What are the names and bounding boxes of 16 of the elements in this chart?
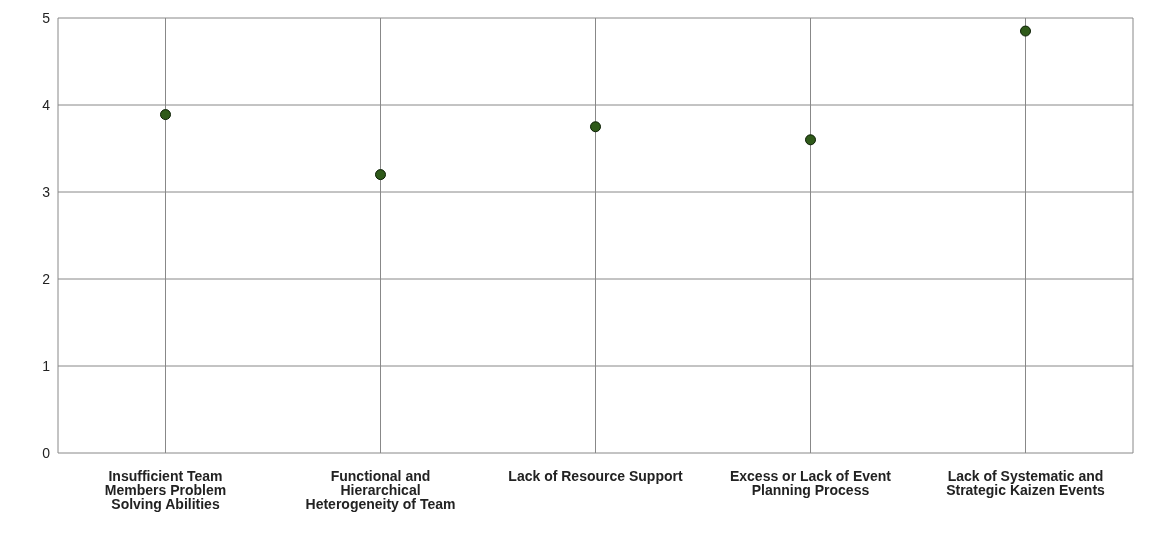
point <box>160 109 171 121</box>
y-tick-label: 0 <box>42 444 51 461</box>
x-tick-label: Lack of Resource Support <box>508 467 683 484</box>
point <box>375 169 386 181</box>
x-tick-label: Functional and Hierarchical Heterogeneity of Team <box>305 467 456 512</box>
x-tick-label: Excess or Lack of Event Planning Process <box>729 467 892 498</box>
point <box>805 134 816 146</box>
x-tick-label: Insufficient Team Members Problem Solving Abilities <box>104 467 227 512</box>
y-tick-label: 4 <box>42 96 51 113</box>
y-tick-label: 5 <box>42 9 51 26</box>
y-tick-label: 3 <box>42 183 51 200</box>
x-tick-label: Lack of Systematic and Strategic Kaizen Events <box>946 467 1106 498</box>
y-tick-label: 1 <box>42 357 51 374</box>
point <box>1020 25 1031 37</box>
y-tick-label: 2 <box>42 270 51 287</box>
point <box>590 121 601 133</box>
